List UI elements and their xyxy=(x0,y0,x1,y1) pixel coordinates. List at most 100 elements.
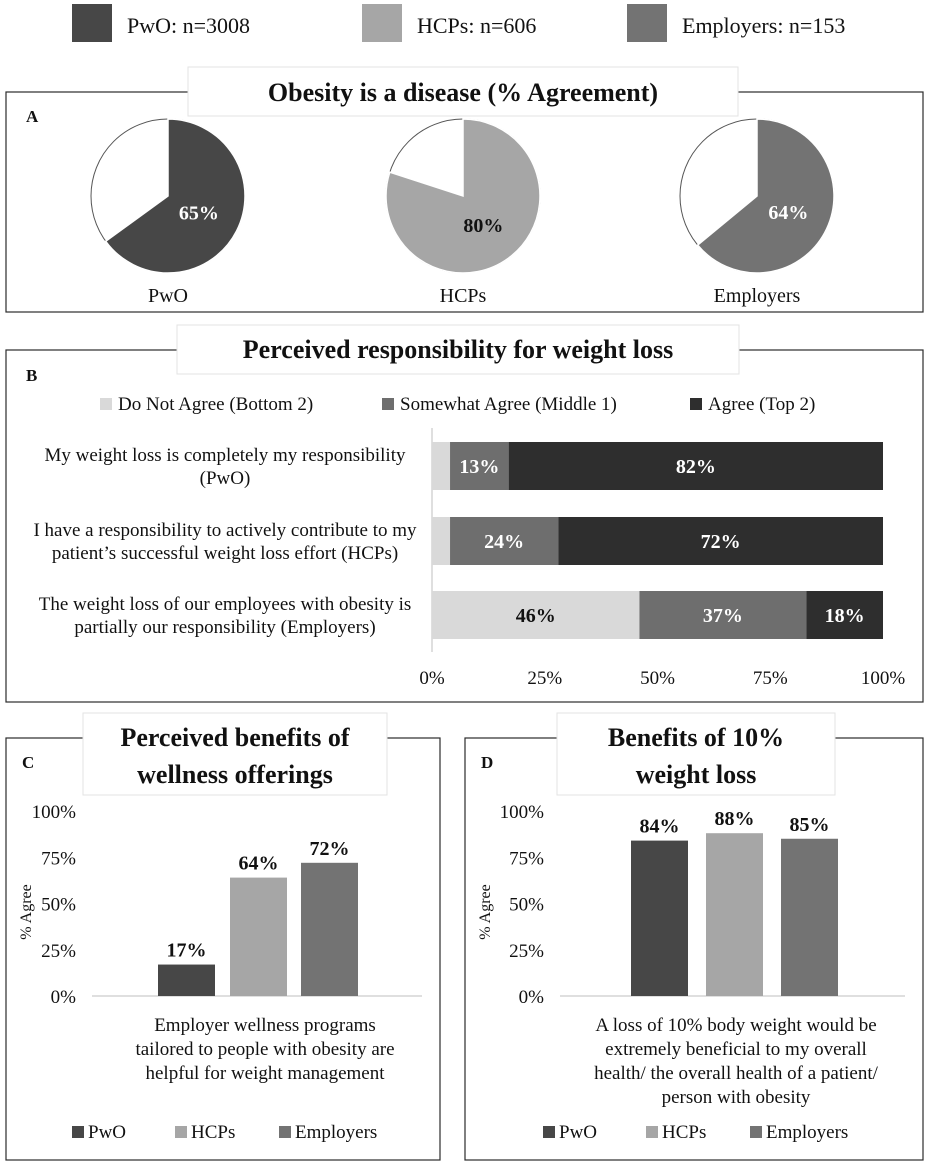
x-tick-label: 100% xyxy=(861,668,906,689)
y-tick-label: 25% xyxy=(509,941,544,962)
stacked-bar-segment xyxy=(432,442,451,490)
panel-d-title-box xyxy=(556,712,836,796)
bar-value-label: 17% xyxy=(167,940,207,962)
panel-c-title: wellness offerings xyxy=(137,760,333,789)
top-legend-swatch xyxy=(362,4,402,42)
panel-d-title: Benefits of 10% xyxy=(608,723,784,752)
y-axis-label: % Agree xyxy=(18,884,35,940)
top-legend-label: PwO: n=3008 xyxy=(127,13,250,38)
y-tick-label: 50% xyxy=(509,895,544,916)
bar-employers xyxy=(301,862,358,996)
legend-label: HCPs xyxy=(191,1122,235,1143)
y-tick-label: 50% xyxy=(41,895,76,916)
bar-pwo xyxy=(158,964,215,996)
stacked-bar-segment xyxy=(508,442,883,490)
bar-value-label: 84% xyxy=(640,816,680,838)
panel-b-letter: B xyxy=(26,366,37,385)
category-label: I have a responsibility to actively cont… xyxy=(33,520,417,541)
stacked-bar-segment xyxy=(450,442,509,490)
legend-label: PwO xyxy=(88,1122,126,1143)
y-axis-label: % Agree xyxy=(477,884,494,940)
pie-value-label: 65% xyxy=(179,203,219,225)
bar-pwo xyxy=(631,840,688,996)
x-tick-label: 50% xyxy=(640,668,675,689)
stacked-bar-segment xyxy=(806,591,883,639)
bar-value-label: 85% xyxy=(790,814,830,836)
y-tick-label: 0% xyxy=(51,987,77,1008)
category-label: My weight loss is completely my responsi… xyxy=(45,445,406,466)
panel-b-legend-swatch xyxy=(100,398,112,410)
pie-name-label: HCPs xyxy=(440,285,487,307)
bar-value-label: 82% xyxy=(676,456,716,478)
panel-b-legend-swatch xyxy=(690,398,702,410)
category-label: tailored to people with obesity are xyxy=(135,1039,394,1060)
bar-value-label: 37% xyxy=(703,605,743,627)
bar-value-label: 72% xyxy=(701,531,741,553)
panel-a-letter: A xyxy=(26,107,39,126)
pie-slice-employers xyxy=(696,118,835,274)
panel-a-title-box xyxy=(187,66,739,117)
legend-label: Employers xyxy=(766,1122,848,1143)
legend-label: Employers xyxy=(295,1122,377,1143)
category-label: Employer wellness programs xyxy=(154,1015,376,1036)
legend-label: PwO xyxy=(559,1122,597,1143)
panel-c-title-box xyxy=(82,712,388,796)
stacked-bar-segment xyxy=(639,591,807,639)
y-tick-label: 75% xyxy=(509,848,544,869)
top-legend-label: Employers: n=153 xyxy=(682,13,845,38)
bar-value-label: 64% xyxy=(239,853,279,875)
panel-b-title-box xyxy=(176,324,740,375)
pie-value-label: 80% xyxy=(463,215,503,237)
legend-swatch xyxy=(750,1126,762,1138)
x-tick-label: 25% xyxy=(527,668,562,689)
top-legend-swatch xyxy=(72,4,112,42)
pie-slice-pwo xyxy=(104,118,246,274)
x-tick-label: 75% xyxy=(753,668,788,689)
panel-b-legend-swatch xyxy=(382,398,394,410)
pie-name-label: PwO xyxy=(148,285,188,307)
bar-employers xyxy=(781,838,838,996)
pie-value-label: 64% xyxy=(768,202,808,224)
y-tick-label: 75% xyxy=(41,848,76,869)
top-legend-label: HCPs: n=606 xyxy=(417,13,536,38)
legend-label: HCPs xyxy=(662,1122,706,1143)
panel-b-legend-label: Somewhat Agree (Middle 1) xyxy=(400,394,617,415)
panel-c-letter: C xyxy=(22,753,34,772)
stacked-bar-segment xyxy=(558,517,883,565)
legend-swatch xyxy=(279,1126,291,1138)
category-label: A loss of 10% body weight would be xyxy=(595,1015,876,1036)
panel-b-legend-label: Agree (Top 2) xyxy=(708,394,815,415)
bar-value-label: 24% xyxy=(484,531,524,553)
panel-c-title: Perceived benefits of xyxy=(120,723,349,752)
bar-value-label: 88% xyxy=(715,808,755,830)
y-tick-label: 0% xyxy=(519,987,545,1008)
x-tick-label: 0% xyxy=(419,668,445,689)
pie-name-label: Employers xyxy=(714,285,801,307)
panel-b-legend-label: Do Not Agree (Bottom 2) xyxy=(118,394,313,415)
bar-value-label: 46% xyxy=(516,605,556,627)
panel-d-title: weight loss xyxy=(636,760,757,789)
bar-hcps xyxy=(230,877,287,996)
stacked-bar-segment xyxy=(432,517,451,565)
panel-b-title: Perceived responsibility for weight loss xyxy=(243,335,673,364)
category-label: person with obesity xyxy=(662,1087,811,1108)
bar-value-label: 18% xyxy=(825,605,865,627)
bar-value-label: 72% xyxy=(310,838,350,860)
bar-value-label: 13% xyxy=(459,456,499,478)
category-label: helpful for weight management xyxy=(145,1063,385,1084)
stacked-bar-segment xyxy=(450,517,559,565)
stacked-bar-segment xyxy=(432,591,640,639)
category-label: (PwO) xyxy=(200,468,251,489)
bar-hcps xyxy=(706,833,763,996)
y-tick-label: 25% xyxy=(41,941,76,962)
pie-slice-hcps xyxy=(385,118,541,274)
category-label: patient’s successful weight loss effort … xyxy=(52,543,398,564)
category-label: health/ the overall health of a patient/ xyxy=(594,1063,879,1084)
category-label: partially our responsibility (Employers) xyxy=(74,617,375,638)
legend-swatch xyxy=(543,1126,555,1138)
category-label: extremely beneficial to my overall xyxy=(605,1039,867,1060)
y-tick-label: 100% xyxy=(32,802,77,823)
panel-a-title: Obesity is a disease (% Agreement) xyxy=(268,78,658,107)
